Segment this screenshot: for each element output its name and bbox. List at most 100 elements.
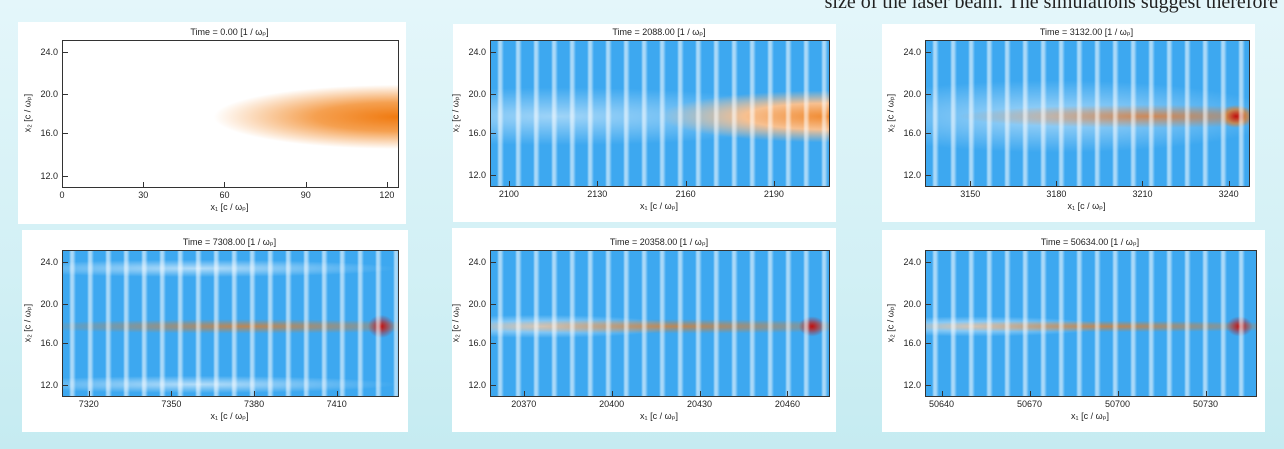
heatmap [62,40,399,188]
figure-panel: Time = 0.00 [1 / ωₚ] x₁ [c / ωₚ] x₂ [c / ω… [18,22,406,224]
y-axis-label: x₂ [c / ωₚ] [450,303,461,342]
y-tick-label: 24.0 [40,256,58,267]
x-tick [143,182,145,187]
panel-title: Time = 7308.00 [1 / ωₚ] [182,237,277,247]
figure-panel: Time = 7308.00 [1 / ωₚ] x₁ [c / ωₚ] x₂ [c … [22,230,408,432]
x-tick-label: 7320 [78,399,99,409]
y-axis-label: x₂ [c / ωₚ] [450,93,461,132]
x-tick-label: 20430 [687,399,713,409]
y-tick [491,93,496,95]
y-tick-label: 12.0 [40,170,58,181]
y-tick [926,261,931,263]
y-tick-label: 24.0 [903,256,921,267]
x-tick-label: 50700 [1104,399,1131,409]
figure-panel: Time = 3132.00 [1 / ωₚ] x₁ [c / ωₚ] x₂ [c … [882,24,1255,222]
y-tick [491,384,496,386]
x-tick-label: 3180 [1046,189,1067,199]
y-axis-label: x₂ [c / ωₚ] [885,303,896,342]
y-axis-label: x₂ [c / ωₚ] [885,93,896,132]
heatmap [925,250,1257,397]
x-tick-label: 2130 [587,189,608,199]
x-tick-label: 2160 [675,189,696,199]
x-tick-label: 50730 [1192,399,1219,409]
y-tick [63,303,68,305]
x-tick-label: 2100 [498,189,519,199]
y-tick-label: 24.0 [468,46,486,57]
y-tick-label: 16.0 [468,127,486,138]
x-tick [597,181,599,186]
y-tick [491,51,496,53]
x-tick [611,391,613,396]
y-tick-label: 20.0 [40,89,58,100]
y-tick [926,132,931,134]
y-tick [926,51,931,53]
heatmap [62,250,399,397]
panel-title: Time = 0.00 [1 / ωₚ] [190,27,269,37]
x-tick-label: 50640 [928,399,955,409]
x-tick-label: 20370 [511,399,537,409]
x-tick [1228,181,1230,186]
y-tick [63,51,68,53]
x-tick-label: 0 [59,190,65,200]
x-tick [685,181,687,186]
heatmap [490,40,830,187]
y-tick-label: 16.0 [468,337,486,348]
x-tick [1205,391,1207,396]
y-tick [926,93,931,95]
y-tick-label: 12.0 [468,379,486,390]
y-tick-label: 16.0 [903,337,921,348]
y-axis-label: x₂ [c / ωₚ] [22,303,33,342]
y-tick-label: 12.0 [903,379,921,390]
y-tick-label: 20.0 [40,298,58,309]
slide-text: size of the laser beam. The simulations … [824,0,1278,13]
figure-panel: Time = 2088.00 [1 / ωₚ] x₁ [c / ωₚ] x₂ [c … [450,24,836,222]
y-tick [926,384,931,386]
x-tick-label: 60 [219,190,230,200]
heatmap [925,40,1250,187]
x-tick-label: 3240 [1218,189,1239,199]
x-tick-label: 50670 [1016,399,1043,409]
x-tick-label: 3210 [1132,189,1153,199]
x-tick [171,391,173,396]
y-tick-label: 12.0 [468,169,486,180]
figure-panel: Time = 50634.00 [1 / ωₚ] x₁ [c / ωₚ] x₂ [c… [882,230,1265,432]
x-tick-label: 2190 [763,189,784,199]
x-tick [88,391,90,396]
y-tick-label: 24.0 [903,46,921,57]
y-tick-label: 16.0 [903,127,921,138]
x-axis-label: x₁ [c / ωₚ] [1071,411,1109,421]
x-tick-label: 7410 [326,399,347,409]
x-tick [1029,391,1031,396]
y-tick [491,174,496,176]
panel-title: Time = 50634.00 [1 / ωₚ] [1040,237,1140,247]
x-tick-label: 90 [300,190,311,200]
y-tick-label: 24.0 [40,46,58,57]
x-tick [1117,391,1119,396]
y-tick-label: 12.0 [40,379,58,390]
x-tick [254,391,256,396]
x-tick [62,182,63,187]
x-tick [970,181,972,186]
y-tick-label: 16.0 [40,337,58,348]
x-tick-label: 3150 [960,189,981,199]
figure-panel: Time = 20358.00 [1 / ωₚ] x₁ [c / ωₚ] x₂ [c… [450,228,836,432]
heatmap [490,250,830,397]
x-tick [773,181,775,186]
x-tick [699,391,701,396]
x-axis-label: x₁ [c / ωₚ] [1067,201,1106,211]
y-tick-label: 20.0 [903,88,921,99]
x-tick [941,391,943,396]
y-tick-label: 20.0 [468,298,486,309]
x-axis-label: x₁ [c / ωₚ] [640,411,678,421]
x-tick [224,182,226,187]
x-axis-label: x₁ [c / ωₚ] [640,201,678,211]
x-tick-label: 20400 [599,399,625,409]
x-tick [336,391,338,396]
y-tick [63,133,68,135]
x-tick [787,391,789,396]
y-axis-label: x₂ [c / ωₚ] [22,93,33,133]
y-tick [63,94,68,96]
y-tick [63,342,68,344]
panel-title: Time = 3132.00 [1 / ωₚ] [1039,27,1134,37]
y-tick-label: 20.0 [468,88,486,99]
